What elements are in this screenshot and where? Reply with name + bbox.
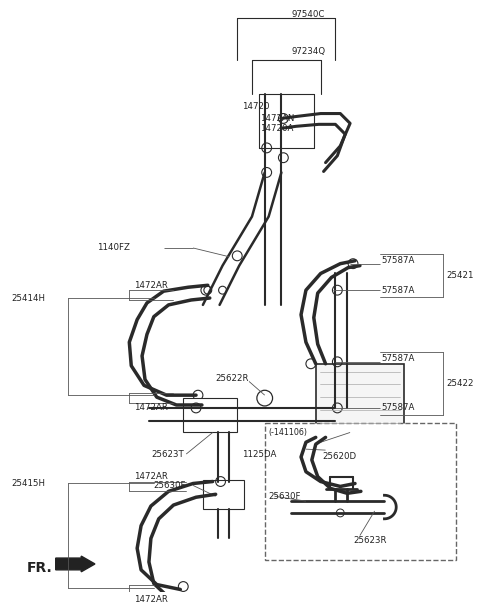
Text: 1472AR: 1472AR — [134, 281, 168, 290]
Text: 1472AR: 1472AR — [134, 595, 168, 603]
Text: FR.: FR. — [26, 561, 52, 575]
Text: 1472AN: 1472AN — [260, 114, 294, 123]
Bar — [203, 479, 244, 509]
Text: 25630F: 25630F — [269, 492, 301, 500]
FancyArrow shape — [56, 556, 95, 572]
Text: 14720: 14720 — [242, 102, 270, 111]
Bar — [265, 423, 456, 560]
Text: 25421: 25421 — [446, 271, 474, 280]
Text: 1125DA: 1125DA — [242, 450, 276, 458]
Text: 25622R: 25622R — [216, 374, 249, 383]
Text: 1472AR: 1472AR — [134, 403, 168, 412]
Bar — [316, 364, 404, 437]
Text: 25422: 25422 — [446, 379, 474, 388]
Text: 25414H: 25414H — [12, 294, 46, 303]
Text: 25623R: 25623R — [353, 536, 386, 545]
Text: 57587A: 57587A — [382, 355, 415, 364]
Text: 25630F: 25630F — [154, 481, 186, 490]
Text: 97234Q: 97234Q — [291, 47, 325, 56]
Text: 25415H: 25415H — [12, 479, 46, 488]
Text: 97540C: 97540C — [291, 10, 324, 19]
Text: 25620D: 25620D — [323, 452, 357, 461]
Text: 1140FZ: 1140FZ — [97, 244, 130, 253]
Text: 25623T: 25623T — [151, 450, 184, 458]
Text: 57587A: 57587A — [382, 286, 415, 295]
Text: 57587A: 57587A — [382, 256, 415, 265]
Circle shape — [311, 442, 321, 452]
Bar — [183, 398, 237, 432]
Text: 14720A: 14720A — [260, 124, 293, 133]
Text: 1472AR: 1472AR — [134, 472, 168, 481]
Text: 57587A: 57587A — [382, 403, 415, 412]
Text: (-141106): (-141106) — [269, 428, 308, 437]
